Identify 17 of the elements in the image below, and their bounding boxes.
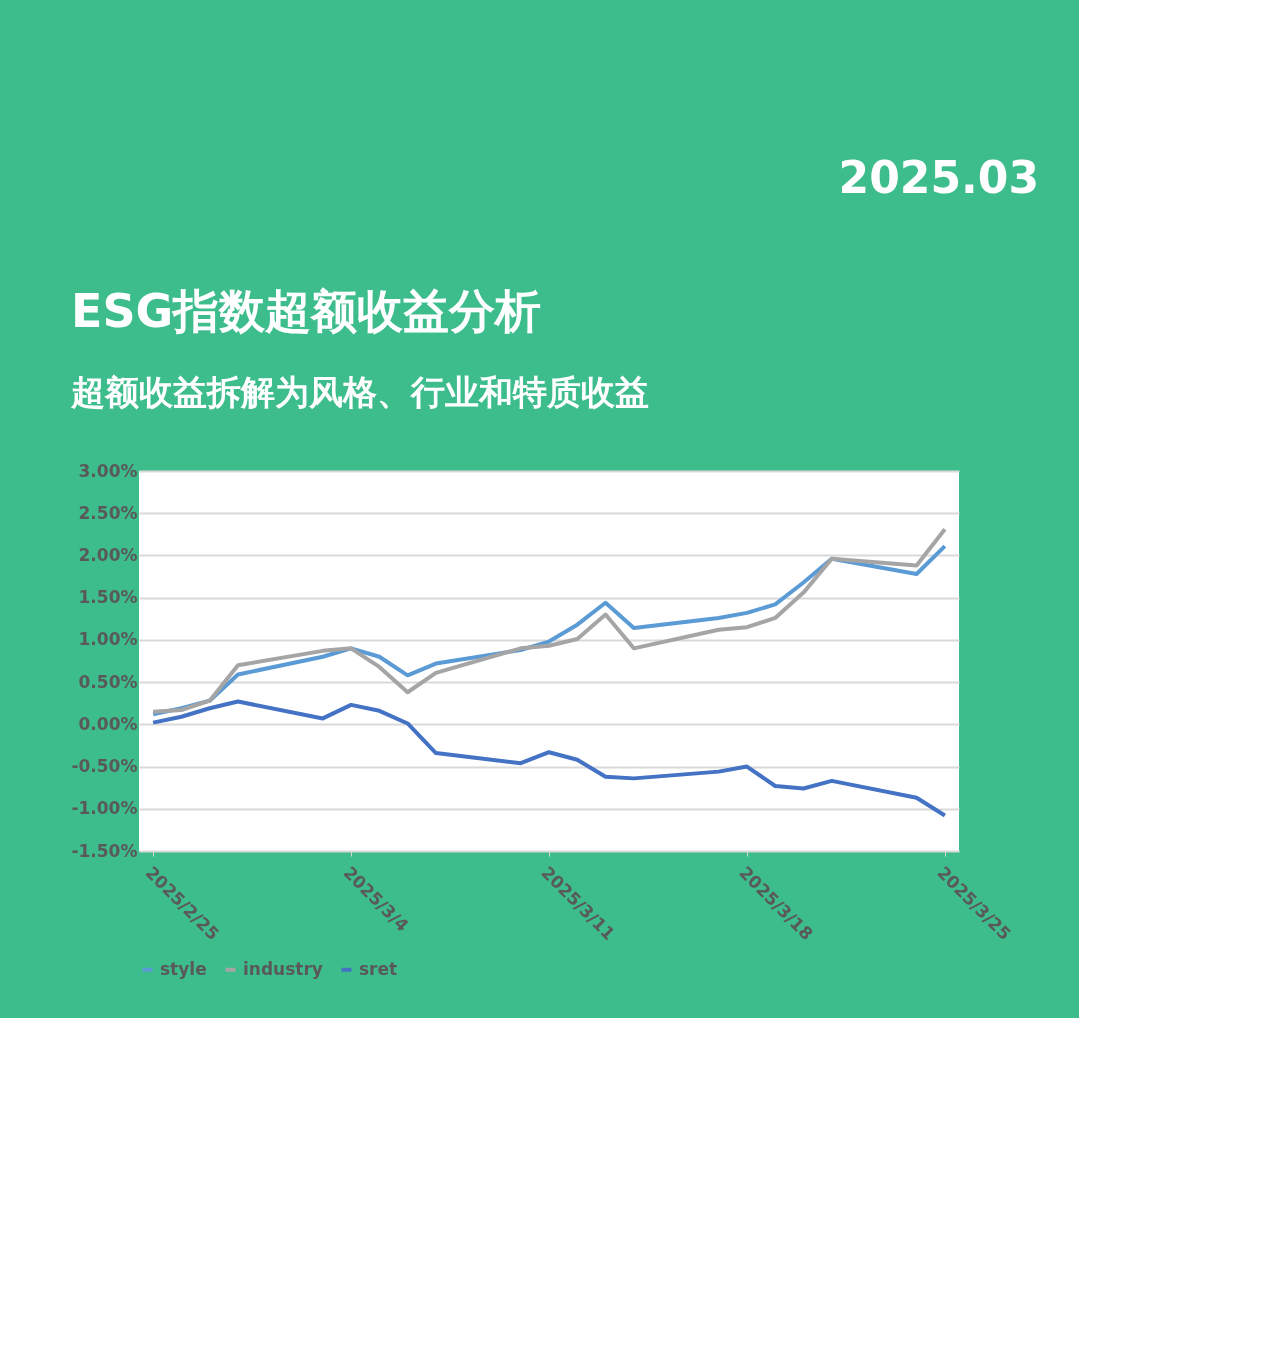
y-tick-label: 0.00% — [78, 713, 138, 734]
y-tick-label: 1.00% — [78, 629, 138, 650]
line-series — [151, 699, 947, 818]
y-tick-label: 2.00% — [78, 544, 138, 565]
legend-label: style — [160, 958, 207, 979]
y-tick-label: 0.50% — [78, 671, 138, 692]
y-tick-label: -0.50% — [71, 756, 138, 777]
legend-label: industry — [243, 958, 323, 979]
y-tick-label: 2.50% — [78, 502, 138, 523]
y-tick-label: 1.50% — [78, 587, 138, 608]
legend-label: sret — [359, 958, 398, 979]
chart-title: ESG指数超额收益分析 — [70, 284, 542, 338]
y-tick-label: -1.50% — [71, 840, 138, 861]
text: 2025.03 — [838, 152, 1039, 203]
y-tick-label: -1.00% — [71, 798, 138, 819]
chart-subtitle: 超额收益拆解为风格、行业和特质收益 — [69, 372, 649, 412]
y-tick-label: 3.00% — [78, 460, 138, 481]
